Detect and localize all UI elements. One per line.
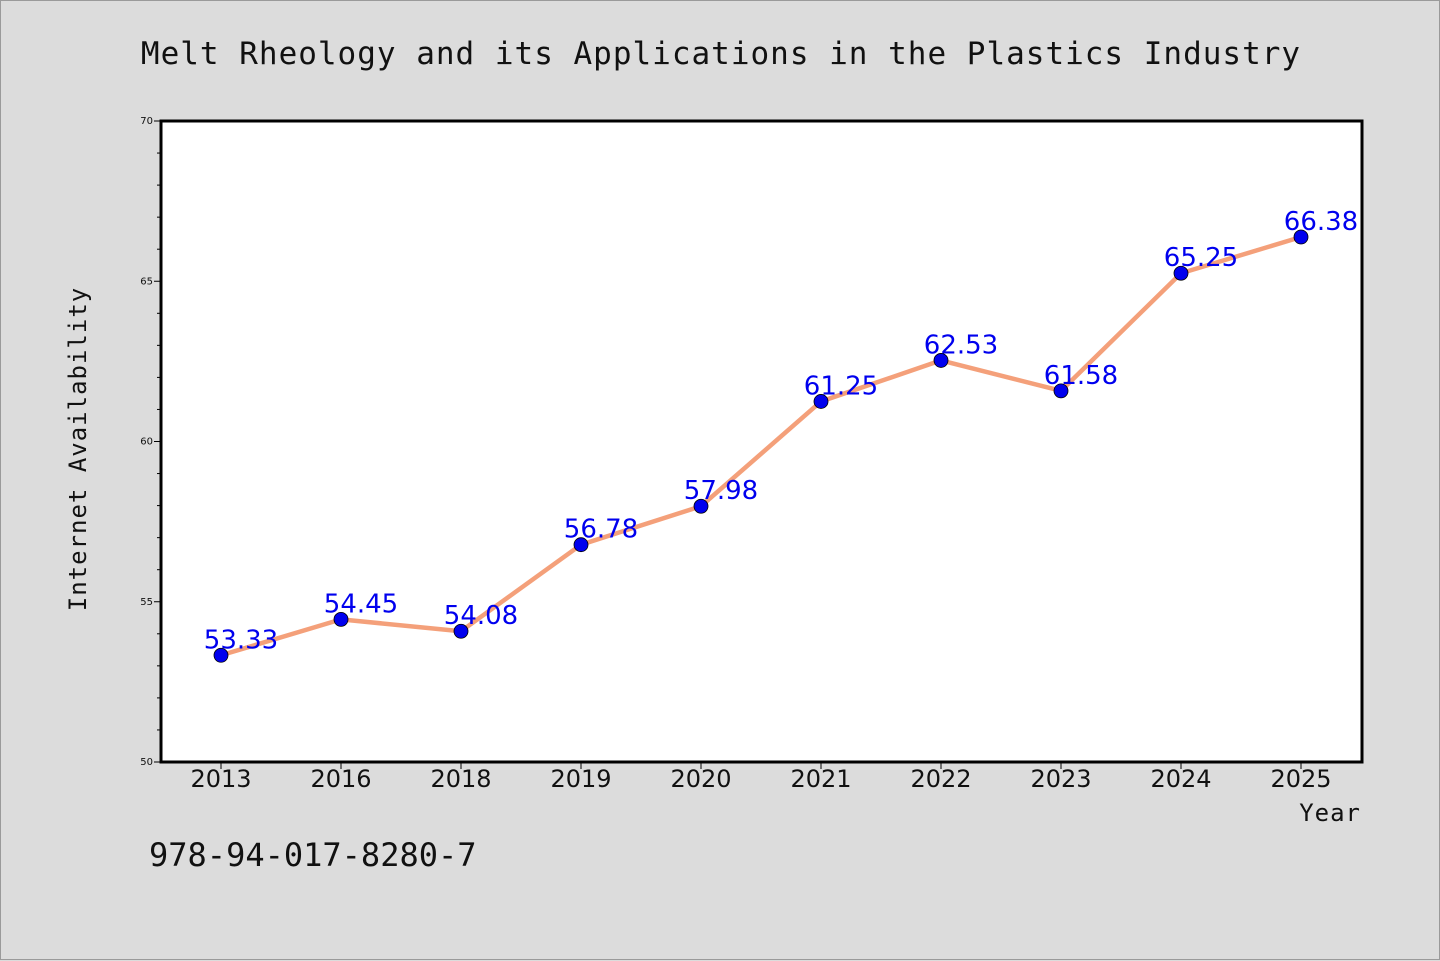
x-tick-label: 2025 [1270, 765, 1331, 793]
y-tick-label: 65 [140, 276, 153, 287]
data-point-marker [453, 623, 469, 639]
data-label: 61.58 [1044, 361, 1118, 391]
x-tick-label: 2024 [1150, 765, 1211, 793]
chart-title: Melt Rheology and its Applications in th… [141, 36, 1301, 72]
data-point-marker [213, 647, 229, 663]
data-label: 65.25 [1164, 243, 1238, 273]
data-label: 62.53 [924, 330, 998, 360]
plot-frame [159, 119, 1364, 764]
data-point-marker [933, 353, 949, 368]
x-axis-ticks: 2013 2016 2018 2019 2020 2021 2022 2023 2024 2025 [190, 762, 1332, 793]
y-tick-label: 60 [140, 437, 153, 448]
x-axis-label: Year [1299, 799, 1361, 827]
data-point-marker [573, 537, 589, 553]
y-tick-label: 50 [140, 757, 153, 768]
x-tick-label: 2022 [910, 765, 971, 793]
x-tick-label: 2020 [670, 765, 731, 793]
data-label: 66.38 [1284, 207, 1358, 237]
y-axis-label: Internet Availability [64, 287, 92, 611]
footnote-isbn: 978-94-017-8280-7 [149, 836, 477, 874]
y-axis-ticks: 50 55 60 65 70 [140, 116, 161, 768]
plot-area [161, 121, 1362, 762]
data-point-marker [693, 498, 709, 514]
x-tick-label: 2021 [790, 765, 851, 793]
x-tick-label: 2016 [310, 765, 371, 793]
data-point-marker [813, 394, 829, 409]
data-label: 54.08 [444, 601, 518, 631]
data-markers [213, 229, 1309, 663]
series-line [220, 234, 1302, 658]
x-tick-label: 2023 [1030, 765, 1091, 793]
data-labels: 53.33 54.45 54.08 56.78 57.98 61.25 62.53 61.58… [204, 207, 1358, 655]
data-label: 53.33 [204, 625, 278, 655]
data-point-marker [333, 611, 349, 627]
data-label: 56.78 [564, 515, 638, 545]
data-label: 61.25 [804, 371, 878, 401]
x-tick-label: 2018 [430, 765, 491, 793]
data-point-marker [1293, 229, 1309, 245]
data-label: 57.98 [684, 476, 758, 506]
y-tick-label: 70 [140, 116, 153, 127]
data-point-marker [1173, 265, 1189, 281]
data-point-marker [1053, 383, 1069, 399]
data-label: 54.45 [324, 589, 398, 619]
x-tick-label: 2013 [190, 765, 251, 793]
y-tick-label: 55 [140, 597, 153, 608]
x-tick-label: 2019 [550, 765, 611, 793]
